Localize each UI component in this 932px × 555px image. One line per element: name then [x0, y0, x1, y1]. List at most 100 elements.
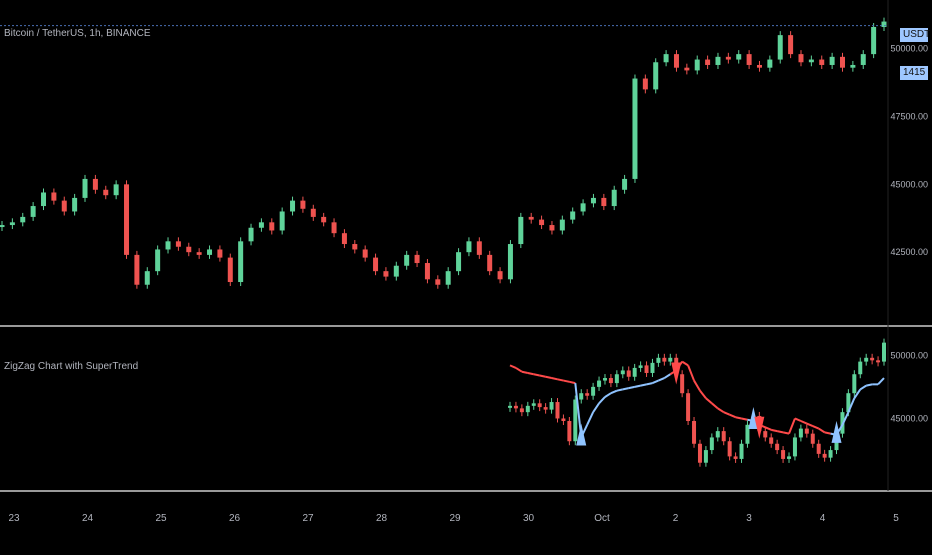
supertrend-segment	[800, 420, 808, 425]
supertrend-segment	[818, 427, 826, 434]
zigzag-body	[775, 443, 780, 451]
zigzag-body	[680, 374, 685, 394]
candle-body	[756, 64, 762, 68]
candle-body	[746, 54, 752, 65]
candle-body	[113, 184, 119, 196]
supertrend-segment	[788, 418, 796, 435]
zigzag-body	[763, 431, 768, 438]
zigzag-body	[650, 362, 655, 373]
zigzag-body	[567, 421, 572, 442]
candle-body	[393, 265, 399, 277]
supertrend-segment	[509, 364, 517, 369]
zigzag-body	[608, 378, 613, 384]
supertrend-segment	[604, 392, 612, 398]
y-tick-label: 50000.00	[890, 44, 928, 54]
candle-body	[207, 249, 213, 255]
supertrend-segment	[658, 377, 665, 382]
supertrend-segment	[776, 430, 784, 434]
zigzag-body	[644, 365, 649, 373]
candle-body	[9, 222, 15, 226]
zigzag-body	[858, 361, 863, 375]
candle-body	[186, 246, 192, 253]
candle-body	[684, 67, 690, 71]
zigzag-body	[602, 378, 607, 381]
supertrend-segment	[717, 407, 725, 414]
zigzag-body	[870, 357, 875, 361]
zigzag-body	[519, 408, 524, 413]
supertrend-segment	[770, 428, 778, 433]
candle-body	[725, 56, 731, 60]
candle-body	[217, 249, 223, 258]
supertrend-segment	[711, 402, 719, 410]
zigzag-body	[882, 342, 886, 362]
zigzag-body	[668, 357, 673, 362]
supertrend-segment	[782, 431, 790, 435]
zigzag-body	[727, 441, 732, 457]
supertrend-segment	[847, 397, 856, 413]
supertrend-segment	[616, 388, 624, 392]
zigzag-body	[721, 431, 726, 442]
supertrend-segment	[610, 389, 618, 395]
candle-body	[456, 252, 462, 272]
zigzag-body	[508, 405, 512, 408]
candle-body	[331, 222, 337, 234]
candle-body	[134, 254, 140, 285]
candle-body	[777, 35, 783, 60]
candle-body	[124, 184, 130, 255]
zigzag-body	[686, 393, 691, 422]
candle-body	[20, 216, 26, 223]
candle-body	[549, 225, 555, 231]
supertrend-segment	[741, 417, 748, 421]
y-tick-label: 45000.00	[890, 179, 928, 189]
supertrend-segment	[723, 411, 731, 416]
symbol-title: Bitcoin / TetherUS, 1h, BINANCE	[4, 28, 151, 39]
zigzag-body	[620, 370, 625, 375]
candle-body	[663, 54, 669, 63]
zigzag-body	[816, 443, 821, 454]
supertrend-segment	[515, 367, 523, 373]
candle-body	[871, 26, 877, 55]
candle-body	[798, 54, 804, 63]
candle-body	[0, 225, 5, 228]
candle-body	[611, 189, 617, 207]
y-tick-label: 42500.00	[890, 247, 928, 257]
supertrend-segment	[812, 425, 820, 430]
zigzag-body	[739, 443, 744, 459]
supertrend-segment	[841, 411, 850, 426]
x-tick-label: 24	[82, 513, 94, 524]
candle-body	[362, 249, 368, 258]
supertrend-segment	[806, 422, 814, 427]
x-tick-label: 2	[673, 513, 679, 524]
candle-body	[341, 233, 347, 245]
zigzag-body	[579, 393, 584, 400]
candle-body	[424, 263, 430, 280]
x-tick-label: Oct	[594, 513, 610, 524]
candle-body	[622, 178, 628, 190]
candle-body	[310, 208, 316, 217]
candle-body	[497, 271, 503, 280]
candle-body	[103, 189, 109, 196]
candle-body	[788, 35, 794, 55]
candle-body	[819, 59, 825, 65]
candle-body	[694, 59, 700, 71]
candle-body	[290, 200, 296, 212]
candle-body	[580, 203, 586, 212]
zigzag-body	[697, 443, 702, 463]
supertrend-segment	[586, 411, 595, 426]
zigzag-body	[543, 407, 548, 410]
candle-body	[487, 254, 493, 272]
price-tag-label: USDT	[900, 28, 930, 42]
supertrend-segment	[527, 371, 534, 376]
zigzag-body	[852, 374, 857, 394]
zigzag-body	[769, 437, 774, 444]
buy-marker	[576, 423, 587, 446]
x-tick-label: 5	[893, 513, 899, 524]
supertrend-segment	[557, 378, 564, 382]
supertrend-segment	[729, 413, 736, 419]
y-tick-label: 50000.00	[890, 350, 928, 360]
x-tick-label: 3	[746, 513, 752, 524]
zigzag-body	[525, 405, 530, 413]
candle-body	[51, 192, 57, 201]
